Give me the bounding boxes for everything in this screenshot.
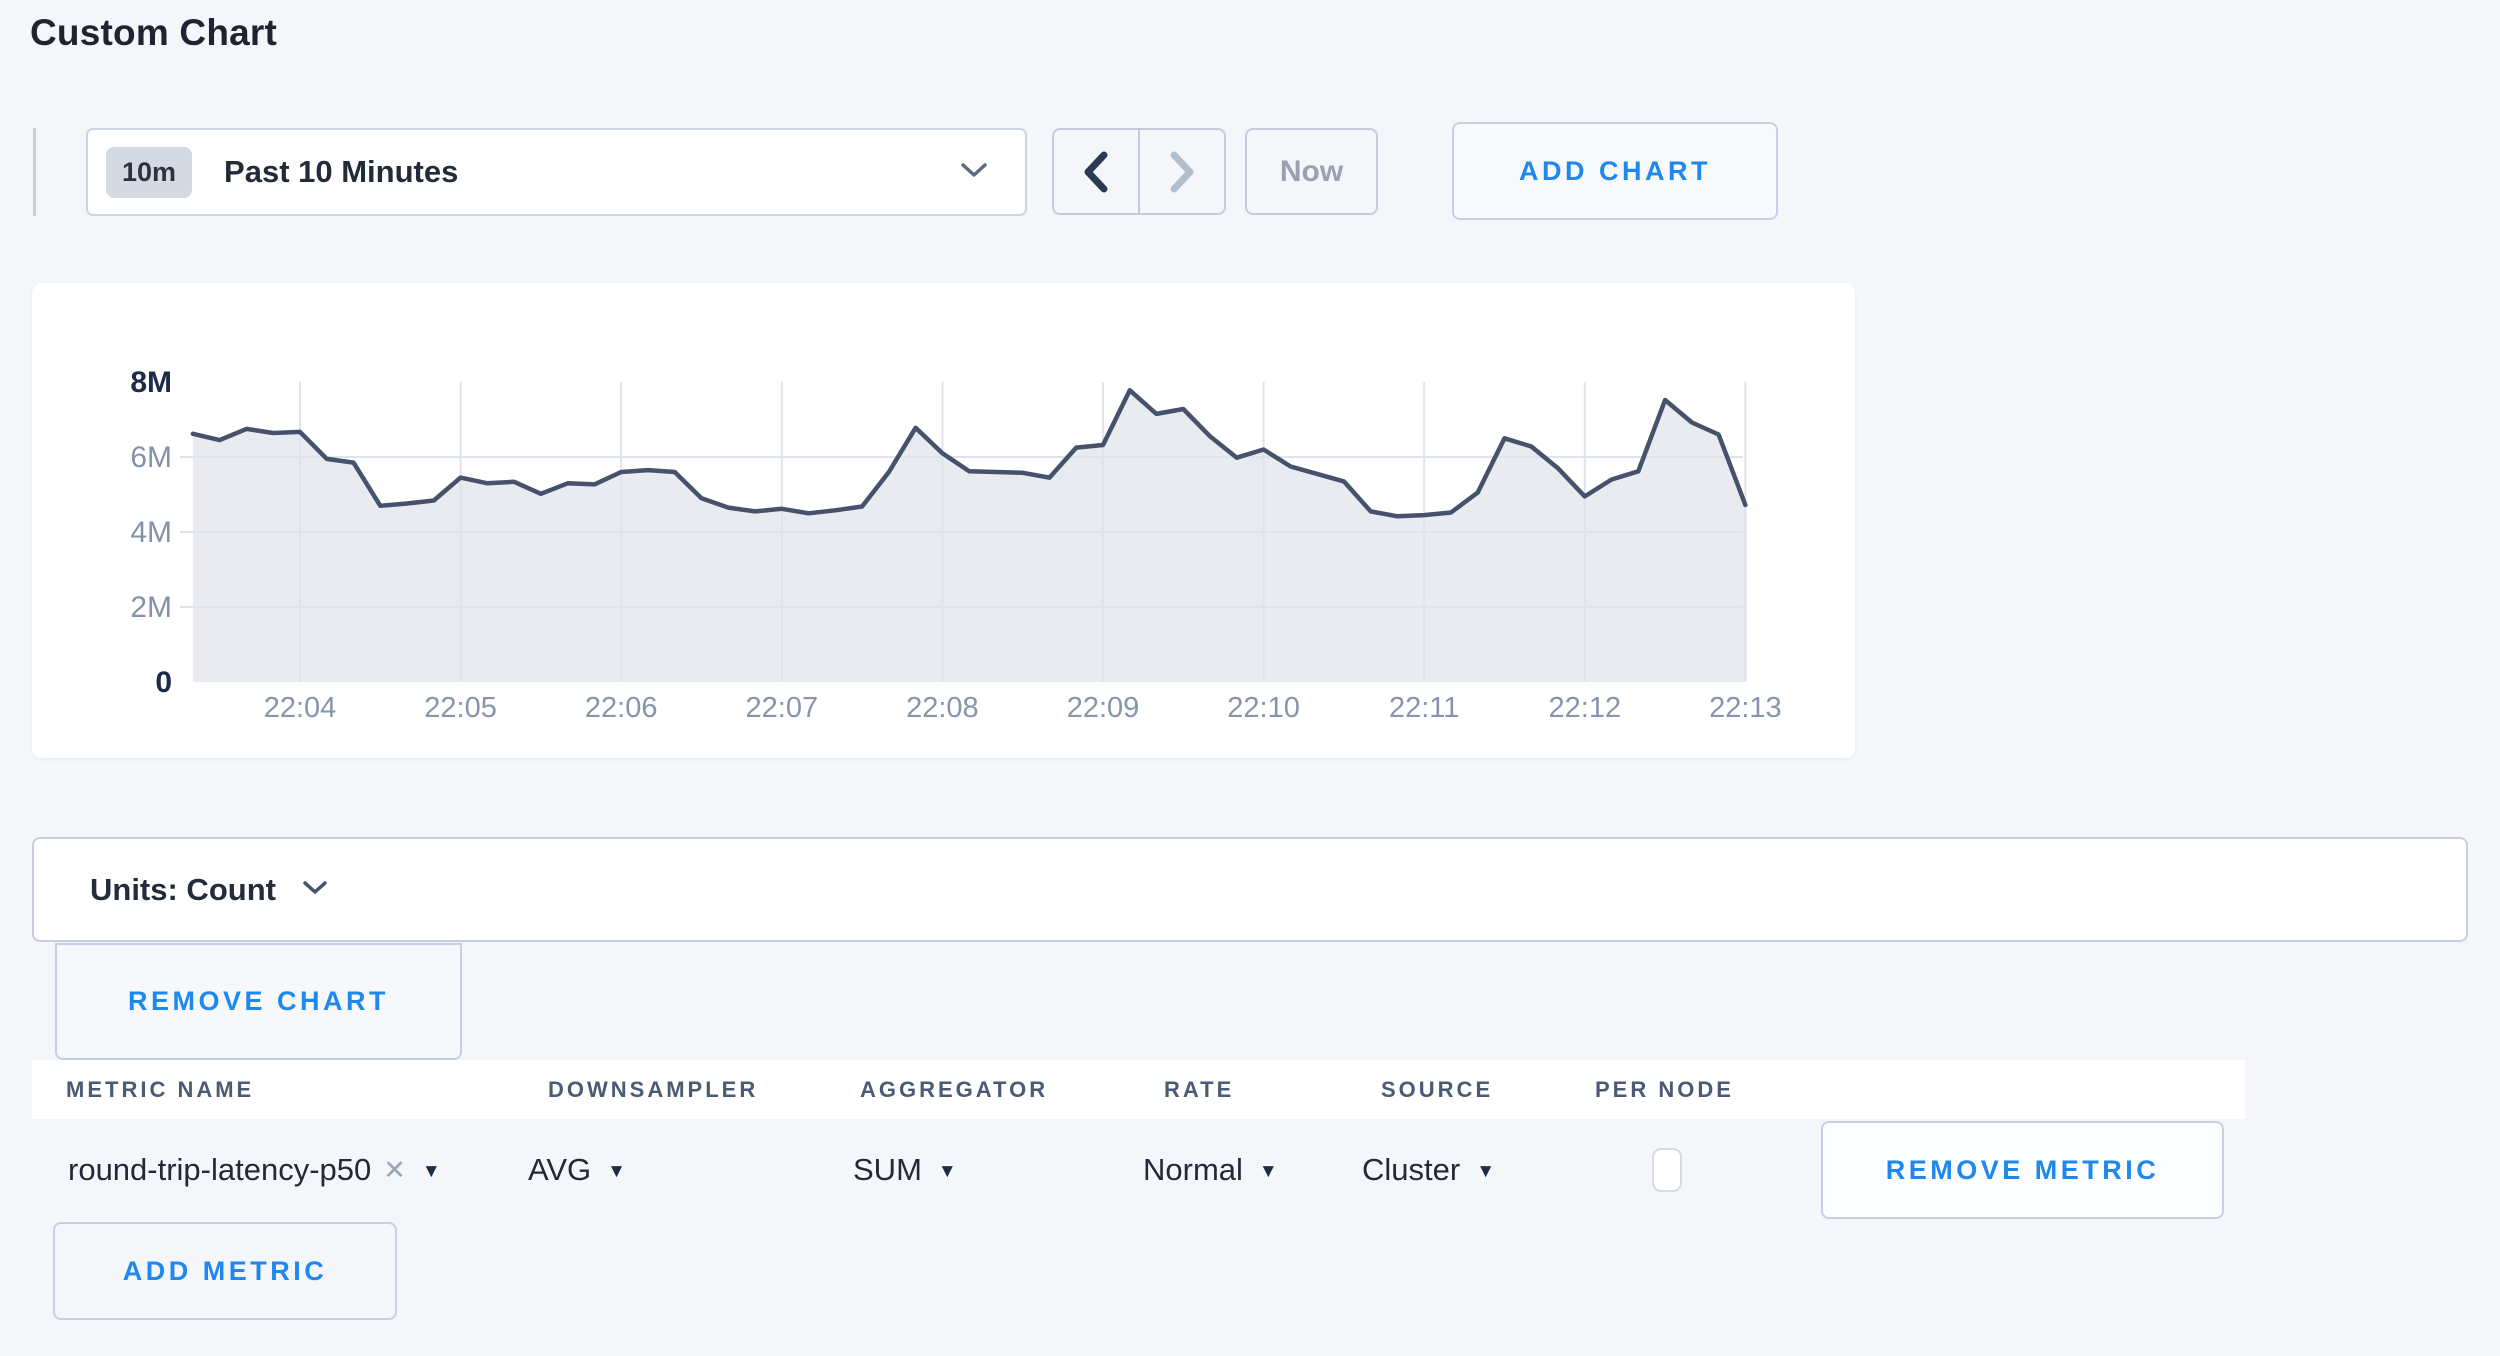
x-axis-label: 22:12 bbox=[1549, 692, 1622, 724]
col-header-source: SOURCE bbox=[1381, 1077, 1494, 1102]
now-button[interactable]: Now bbox=[1245, 128, 1378, 215]
source-dropdown[interactable]: Cluster ▼ bbox=[1362, 1146, 1495, 1194]
col-header-aggregator: AGGREGATOR bbox=[860, 1077, 1049, 1102]
downsampler-value: AVG bbox=[528, 1152, 592, 1187]
chart-panel: 0 2M 4M 6M 8M 22:04 22:05 22:06 22:07 22:08 22:09 2… bbox=[32, 283, 1855, 758]
chevron-down-icon bbox=[302, 879, 328, 901]
triangle-down-icon[interactable]: ▼ bbox=[421, 1161, 441, 1182]
x-axis-label: 22:07 bbox=[746, 692, 819, 724]
y-axis-label: 4M bbox=[130, 516, 172, 549]
y-axis-label: 0 bbox=[155, 666, 172, 699]
downsampler-dropdown[interactable]: AVG ▼ bbox=[528, 1146, 626, 1194]
triangle-down-icon[interactable]: ▼ bbox=[607, 1161, 626, 1182]
time-range-badge: 10m bbox=[106, 146, 193, 198]
col-header-downsampler: DOWNSAMPLER bbox=[548, 1077, 759, 1102]
add-metric-button[interactable]: ADD METRIC bbox=[53, 1222, 397, 1320]
x-axis-label: 22:10 bbox=[1227, 692, 1300, 724]
page-title: Custom Chart bbox=[30, 12, 278, 53]
col-header-per-node: PER NODE bbox=[1595, 1077, 1734, 1102]
timeseries-chart[interactable]: 0 2M 4M 6M 8M 22:04 22:05 22:06 22:07 22:08 22:09 2… bbox=[32, 283, 1855, 758]
x-axis-label: 22:09 bbox=[1067, 692, 1140, 724]
area-fill bbox=[192, 390, 1746, 682]
metric-name-value: round-trip-latency-p50 bbox=[68, 1152, 372, 1187]
per-node-checkbox[interactable] bbox=[1652, 1148, 1682, 1192]
x-axis-label: 22:13 bbox=[1709, 692, 1782, 724]
remove-chart-button[interactable]: REMOVE CHART bbox=[55, 943, 462, 1060]
rate-dropdown[interactable]: Normal ▼ bbox=[1143, 1146, 1278, 1194]
aggregator-value: SUM bbox=[853, 1152, 922, 1187]
next-time-button[interactable] bbox=[1140, 130, 1224, 213]
remove-metric-button[interactable]: REMOVE METRIC bbox=[1821, 1121, 2224, 1219]
y-axis-label: 8M bbox=[130, 366, 172, 399]
time-range-label: Past 10 Minutes bbox=[224, 154, 459, 189]
x-axis-label: 22:11 bbox=[1389, 692, 1459, 724]
chevron-left-icon bbox=[1084, 151, 1108, 192]
toolbar-divider bbox=[33, 128, 36, 216]
x-axis-label: 22:06 bbox=[585, 692, 658, 724]
chevron-down-icon bbox=[959, 160, 989, 185]
chevron-right-icon bbox=[1170, 151, 1194, 192]
units-label: Units: Count bbox=[90, 871, 276, 907]
time-step-controls bbox=[1052, 128, 1226, 215]
source-value: Cluster bbox=[1362, 1152, 1461, 1187]
x-axis-label: 22:04 bbox=[264, 692, 337, 724]
col-header-rate: RATE bbox=[1164, 1077, 1235, 1102]
triangle-down-icon[interactable]: ▼ bbox=[1476, 1161, 1496, 1182]
metric-name-dropdown[interactable]: round-trip-latency-p50 ✕ ▼ bbox=[68, 1146, 441, 1194]
y-axis-label: 2M bbox=[130, 591, 172, 624]
x-axis-label: 22:08 bbox=[906, 692, 979, 724]
rate-value: Normal bbox=[1143, 1152, 1243, 1187]
metrics-table-header bbox=[32, 1060, 2245, 1119]
time-range-select[interactable]: 10m Past 10 Minutes bbox=[86, 128, 1027, 216]
aggregator-dropdown[interactable]: SUM ▼ bbox=[853, 1146, 957, 1194]
units-dropdown[interactable]: Units: Count bbox=[32, 837, 2468, 942]
remove-tag-icon[interactable]: ✕ bbox=[383, 1154, 406, 1185]
prev-time-button[interactable] bbox=[1054, 130, 1140, 213]
series-line bbox=[190, 388, 1748, 519]
y-axis-label: 6M bbox=[130, 441, 172, 474]
add-chart-button[interactable]: ADD CHART bbox=[1452, 122, 1778, 220]
x-axis-label: 22:05 bbox=[424, 692, 497, 724]
triangle-down-icon[interactable]: ▼ bbox=[937, 1161, 957, 1182]
triangle-down-icon[interactable]: ▼ bbox=[1258, 1161, 1278, 1182]
col-header-metric-name: METRIC NAME bbox=[66, 1077, 255, 1102]
